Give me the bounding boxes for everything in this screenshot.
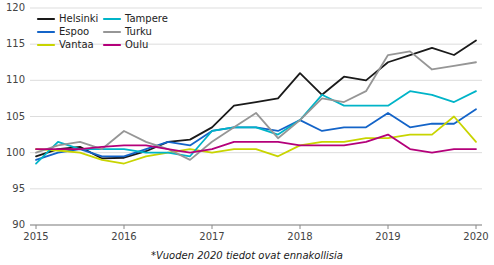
x-tick bbox=[36, 225, 37, 229]
y-tick-label: 110 bbox=[6, 74, 25, 85]
grid-line bbox=[30, 44, 482, 45]
y-tick-label: 95 bbox=[12, 183, 25, 194]
series-line bbox=[36, 91, 476, 163]
legend-label: Vantaa bbox=[59, 39, 94, 50]
x-tick bbox=[212, 225, 213, 229]
legend-swatch bbox=[104, 18, 120, 20]
grid-line bbox=[30, 225, 482, 226]
grid-line bbox=[30, 80, 482, 81]
x-tick bbox=[388, 225, 389, 229]
series-line bbox=[36, 51, 476, 159]
legend: Helsinki Espoo Vantaa Tampere Turku Oulu bbox=[38, 13, 168, 50]
x-tick-label: 2020 bbox=[463, 231, 488, 242]
chart: 9095100105110115120201520162017201820192… bbox=[0, 0, 494, 265]
x-tick bbox=[476, 225, 477, 229]
series-line bbox=[36, 135, 476, 153]
y-tick-label: 120 bbox=[6, 2, 25, 13]
grid-line bbox=[30, 152, 482, 153]
legend-label: Oulu bbox=[125, 39, 148, 50]
legend-swatch bbox=[104, 31, 120, 33]
grid-line bbox=[30, 188, 482, 189]
y-tick-label: 100 bbox=[6, 147, 25, 158]
legend-label: Helsinki bbox=[59, 13, 98, 24]
y-tick-label: 115 bbox=[6, 38, 25, 49]
y-tick-label: 105 bbox=[6, 111, 25, 122]
x-tick-label: 2016 bbox=[111, 231, 136, 242]
x-tick-label: 2019 bbox=[375, 231, 400, 242]
legend-swatch bbox=[38, 31, 54, 33]
y-grid: 90 95 100 105 110 115 120 bbox=[6, 2, 482, 230]
x-tick bbox=[124, 225, 125, 229]
x-tick-label: 2017 bbox=[199, 231, 224, 242]
x-tick-label: 2015 bbox=[23, 231, 48, 242]
lines bbox=[36, 41, 476, 164]
x-axis: 2015 2016 2017 2018 2019 2020 bbox=[23, 225, 488, 242]
x-axis-line bbox=[30, 225, 482, 226]
footnote: *Vuoden 2020 tiedot ovat ennakollisia bbox=[151, 250, 343, 261]
legend-label: Espoo bbox=[59, 26, 89, 37]
x-tick bbox=[300, 225, 301, 229]
series-line bbox=[36, 117, 476, 164]
grid-line bbox=[30, 116, 482, 117]
legend-label: Tampere bbox=[124, 13, 168, 24]
series-line bbox=[36, 41, 476, 159]
grid-line bbox=[30, 8, 482, 9]
x-tick-label: 2018 bbox=[287, 231, 312, 242]
legend-swatch bbox=[38, 18, 54, 20]
legend-label: Turku bbox=[124, 26, 152, 37]
legend-swatch bbox=[104, 44, 120, 46]
y-tick-label: 90 bbox=[12, 219, 25, 230]
legend-swatch bbox=[38, 44, 54, 46]
